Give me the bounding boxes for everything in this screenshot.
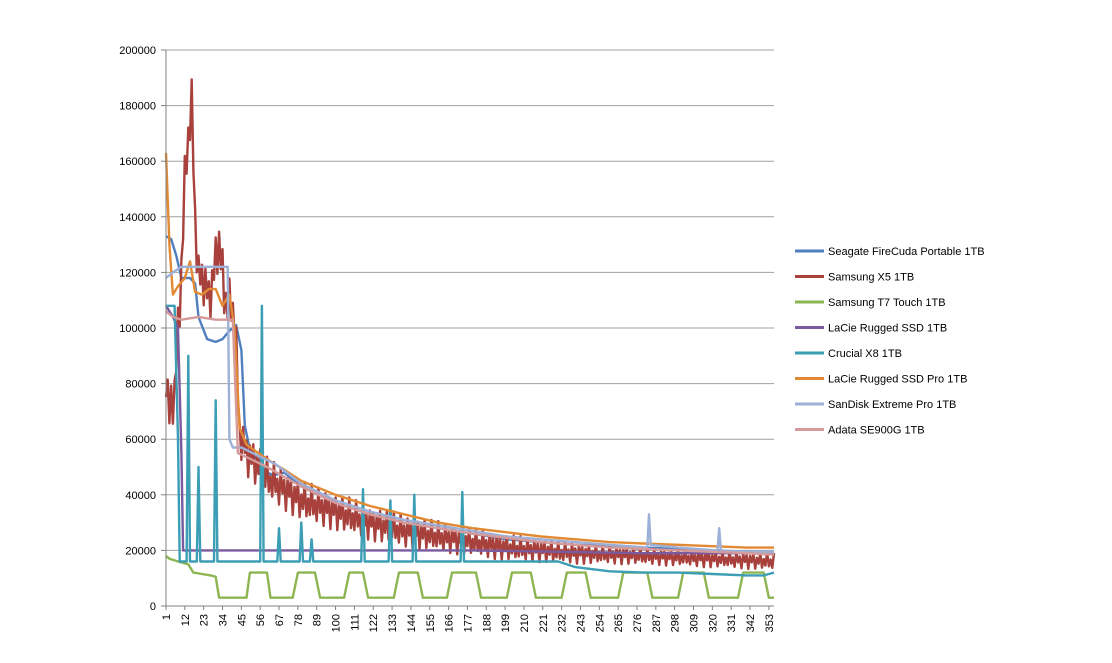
x-tick-label: 353	[764, 614, 776, 632]
x-tick-label: 122	[368, 614, 380, 632]
x-tick-label: 265	[613, 614, 625, 632]
x-tick-label: 166	[444, 614, 456, 632]
x-tick-label: 298	[670, 614, 682, 632]
x-tick-label: 342	[745, 614, 757, 632]
y-tick-label: 20000	[125, 545, 156, 557]
y-tick-label: 120000	[119, 267, 156, 279]
x-tick-label: 331	[726, 614, 738, 632]
x-tick-label: 188	[481, 614, 493, 632]
series-line-7	[165, 310, 775, 556]
legend-label: SanDisk Extreme Pro 1TB	[828, 399, 956, 411]
y-tick-labels: 0 20000 40000 60000 80000 100000 120000 140000 1…	[119, 45, 156, 613]
legend-label: Adata SE900G 1TB	[828, 425, 925, 437]
series-line-2	[165, 555, 774, 599]
legend-label: Samsung T7 Touch 1TB	[828, 297, 946, 309]
y-tick-label: 160000	[119, 156, 156, 168]
x-tick-label: 23	[199, 614, 211, 626]
legend-label: Samsung X5 1TB	[828, 272, 914, 284]
legend-label: LaCie Rugged SSD 1TB	[828, 323, 947, 335]
series-line-0	[165, 235, 775, 555]
x-tick-label: 89	[312, 614, 324, 626]
y-tick-label: 180000	[119, 101, 156, 113]
x-tick-label: 144	[406, 614, 418, 632]
y-tick-label: 60000	[125, 434, 156, 446]
series-line-1	[164, 78, 776, 571]
x-tick-label: 67	[274, 614, 286, 626]
y-tick-label: 80000	[125, 379, 156, 391]
x-tick-label: 243	[575, 614, 587, 632]
x-tick-label: 45	[236, 614, 248, 626]
x-tick-label: 232	[557, 614, 569, 632]
y-tick-label: 0	[150, 601, 156, 613]
x-tick-label: 320	[707, 614, 719, 632]
x-tick-label: 309	[689, 614, 701, 632]
legend-label: Crucial X8 1TB	[828, 348, 902, 360]
x-tick-label: 133	[387, 614, 399, 632]
legend-label: LaCie Rugged SSD Pro 1TB	[828, 374, 967, 386]
x-tick-label: 100	[331, 614, 343, 632]
y-tick-label: 200000	[119, 45, 156, 57]
series-line-5	[164, 152, 774, 549]
x-tick-label: 221	[538, 614, 550, 632]
axes	[161, 49, 774, 610]
x-tick-label: 111	[349, 614, 361, 631]
y-tick-label: 140000	[119, 212, 156, 224]
legend: Seagate FireCuda Portable 1TB Samsung X5 …	[795, 246, 985, 437]
x-tick-label: 78	[293, 614, 305, 626]
x-tick-label: 155	[425, 614, 437, 632]
series-line-4	[166, 304, 775, 577]
x-tick-label: 254	[594, 614, 606, 632]
x-tick-label: 12	[180, 614, 192, 626]
x-tick-label: 34	[218, 614, 230, 626]
x-tick-label: 287	[651, 614, 663, 632]
x-tick-label: 210	[519, 614, 531, 632]
y-tick-label: 40000	[125, 490, 156, 502]
legend-label: Seagate FireCuda Portable 1TB	[828, 246, 985, 258]
x-tick-labels: 1 12 23 34 45 56 67 78 89 100 111 122 133 144 155 166 17…	[161, 614, 776, 632]
x-tick-label: 1	[161, 614, 173, 620]
series-line-3	[164, 305, 774, 555]
series-lines	[164, 78, 776, 599]
series-line-6	[165, 265, 774, 553]
y-tick-label: 100000	[119, 323, 156, 335]
x-tick-label: 177	[462, 614, 474, 632]
x-tick-label: 276	[632, 614, 644, 632]
x-tick-label: 199	[500, 614, 512, 632]
gridlines	[166, 49, 774, 551]
x-tick-label: 56	[255, 614, 267, 626]
